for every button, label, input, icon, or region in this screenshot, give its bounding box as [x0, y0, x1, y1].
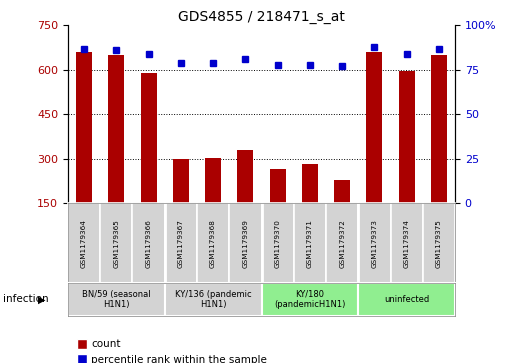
Text: KY/136 (pandemic
H1N1): KY/136 (pandemic H1N1) [175, 290, 252, 309]
Bar [366, 52, 382, 203]
Bar [358, 283, 455, 316]
Bar [423, 203, 455, 283]
Bar [431, 55, 447, 203]
Bar [132, 203, 165, 283]
Bar [399, 72, 415, 203]
Bar [229, 203, 262, 283]
Bar [165, 283, 262, 316]
Bar [358, 203, 391, 283]
Bar [391, 203, 423, 283]
Text: ▶: ▶ [38, 294, 45, 305]
Bar [197, 203, 229, 283]
Text: GSM1179375: GSM1179375 [436, 219, 442, 268]
Bar [334, 180, 350, 203]
Bar [269, 169, 286, 203]
Text: GSM1179371: GSM1179371 [307, 219, 313, 268]
Bar [141, 73, 157, 203]
Text: GSM1179370: GSM1179370 [275, 219, 281, 268]
Bar [262, 203, 294, 283]
Text: GSM1179372: GSM1179372 [339, 219, 345, 268]
Text: KY/180
(pandemicH1N1): KY/180 (pandemicH1N1) [274, 290, 346, 309]
Legend: count, percentile rank within the sample: count, percentile rank within the sample [73, 335, 271, 363]
Text: GSM1179368: GSM1179368 [210, 219, 216, 268]
Text: GSM1179367: GSM1179367 [178, 219, 184, 268]
Bar [108, 55, 124, 203]
Bar [76, 52, 92, 203]
Text: GSM1179374: GSM1179374 [404, 219, 410, 268]
Bar [302, 164, 318, 203]
Text: infection: infection [3, 294, 48, 305]
Bar [165, 203, 197, 283]
Text: GSM1179373: GSM1179373 [371, 219, 378, 268]
Bar [100, 203, 132, 283]
Bar [68, 203, 100, 283]
Bar [262, 283, 358, 316]
Bar [326, 203, 358, 283]
Text: BN/59 (seasonal
H1N1): BN/59 (seasonal H1N1) [82, 290, 151, 309]
Bar [173, 159, 189, 203]
Bar [68, 283, 165, 316]
Text: GSM1179365: GSM1179365 [113, 219, 119, 268]
Text: GSM1179364: GSM1179364 [81, 219, 87, 268]
Bar [205, 158, 221, 203]
Text: GSM1179369: GSM1179369 [242, 219, 248, 268]
Bar [237, 150, 254, 203]
Text: uninfected: uninfected [384, 295, 429, 304]
Bar [294, 203, 326, 283]
Title: GDS4855 / 218471_s_at: GDS4855 / 218471_s_at [178, 11, 345, 24]
Text: GSM1179366: GSM1179366 [145, 219, 152, 268]
